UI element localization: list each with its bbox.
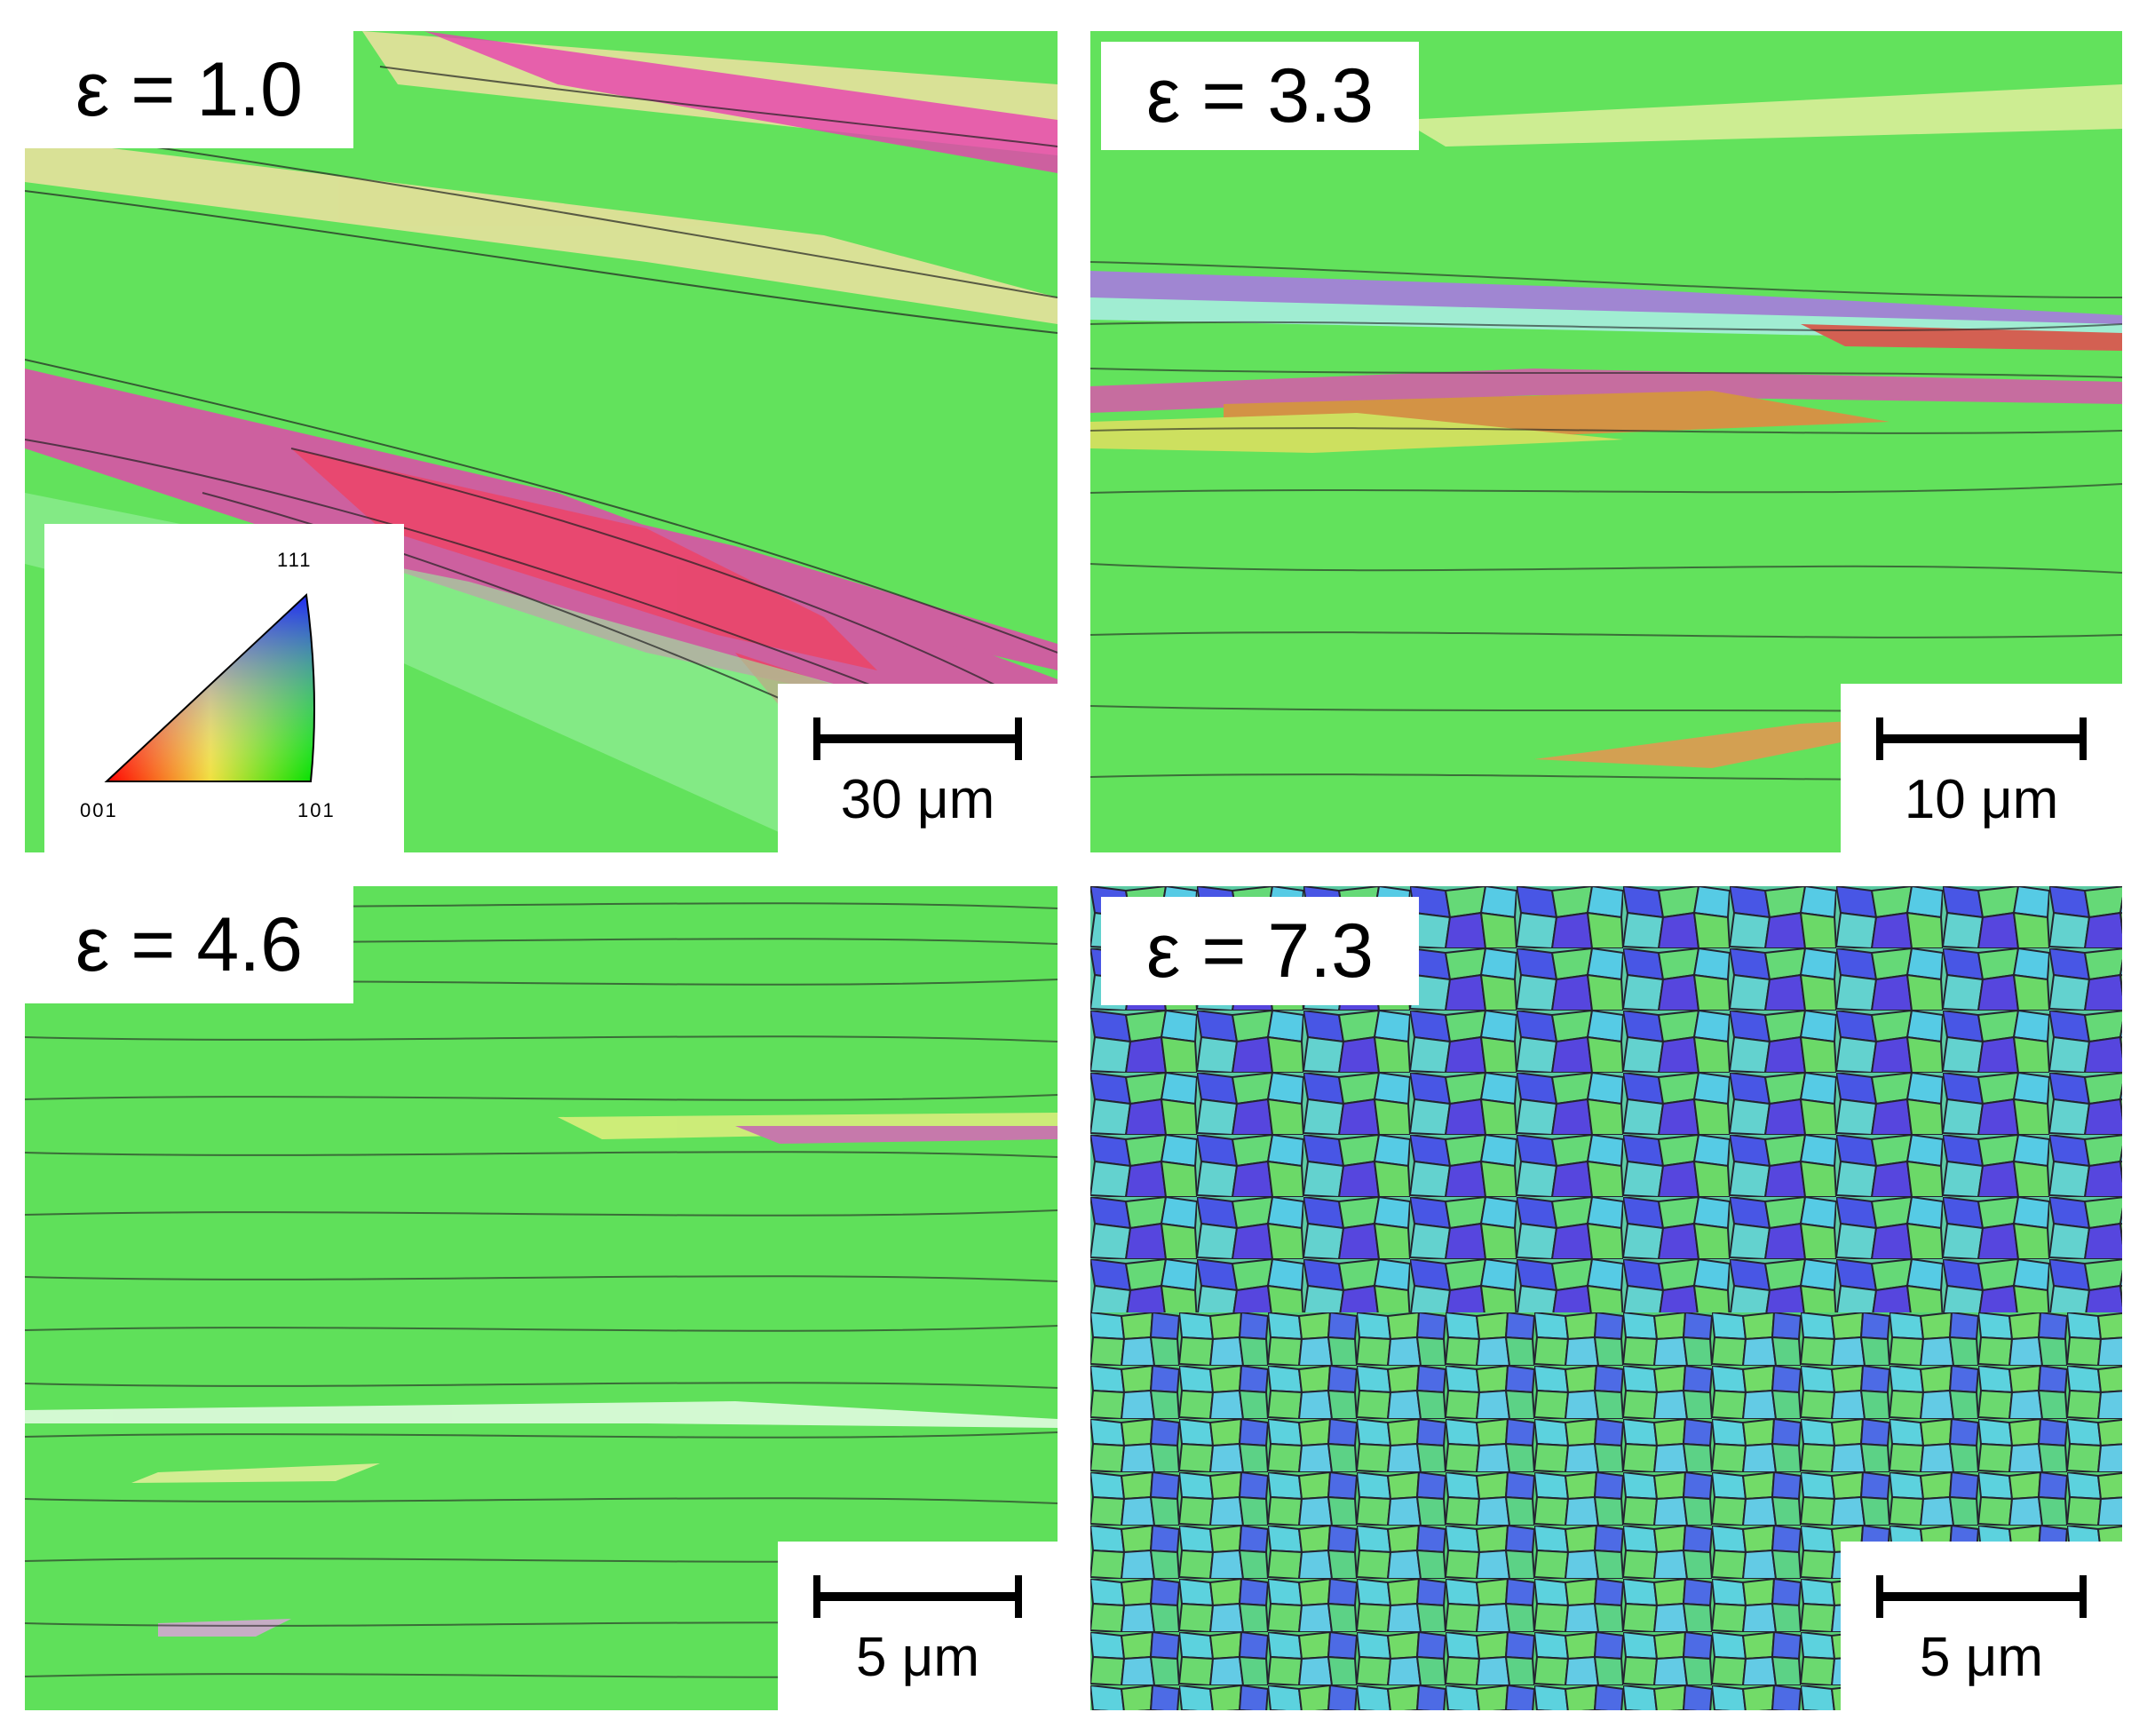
ebsd-map-panel-1: ε = 1.0 111 001 101 30 μm <box>25 31 1058 852</box>
strain-label-4: ε = 7.3 <box>1101 897 1419 1005</box>
strain-label-1: ε = 1.0 <box>25 31 353 148</box>
strain-label-3: ε = 4.6 <box>25 886 353 1003</box>
scale-bar-4: 5 μm <box>1841 1542 2122 1710</box>
scale-bar-3-label: 5 μm <box>855 1627 980 1688</box>
ebsd-map-panel-3: ε = 4.6 5 μm <box>25 886 1058 1710</box>
scale-bar-1: 30 μm <box>778 684 1058 852</box>
ipf-color-legend: 111 001 101 <box>44 524 404 852</box>
ebsd-map-panel-2: ε = 3.3 10 μm <box>1090 31 2122 852</box>
ipf-label-111: 111 <box>277 549 313 571</box>
scale-bar-1-label: 30 μm <box>840 769 995 830</box>
scale-bar-2: 10 μm <box>1841 684 2122 852</box>
ipf-label-101: 101 <box>297 799 336 821</box>
scale-bar-2-label: 10 μm <box>1904 769 2059 830</box>
ipf-triangle-icon <box>104 592 315 782</box>
scale-bar-3: 5 μm <box>778 1542 1058 1710</box>
ipf-label-001: 001 <box>80 799 118 821</box>
strain-label-2: ε = 3.3 <box>1101 42 1419 150</box>
ebsd-map-panel-4: ε = 7.3 5 μm <box>1090 886 2122 1710</box>
scale-bar-4-label: 5 μm <box>1919 1627 2044 1688</box>
